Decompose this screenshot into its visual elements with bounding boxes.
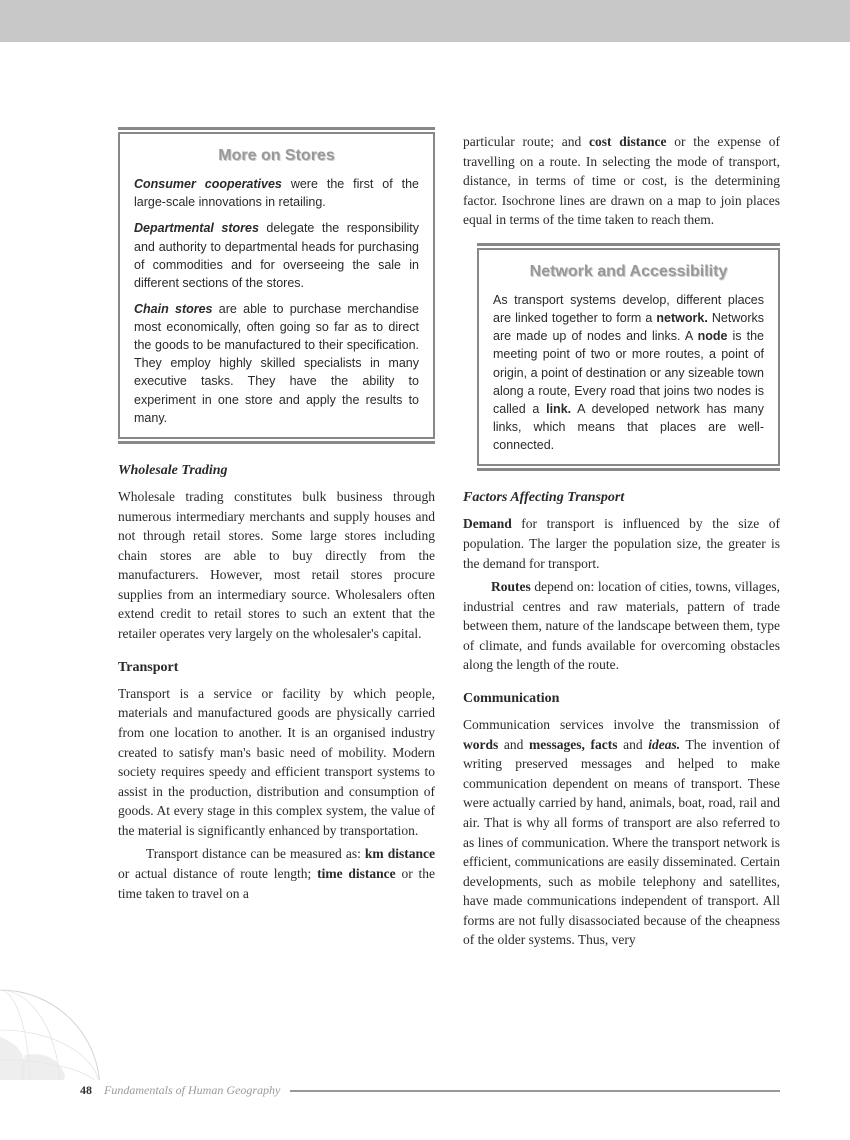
term: Chain stores [134, 302, 213, 316]
paragraph: Transport distance can be measured as: k… [118, 844, 435, 903]
box-paragraph: Consumer cooperatives were the first of … [134, 175, 419, 211]
term: network. [656, 311, 707, 325]
paragraph: Wholesale trading constitutes bulk busin… [118, 487, 435, 644]
term: Demand [463, 516, 512, 531]
box-paragraph: Chain stores are able to purchase mercha… [134, 300, 419, 427]
right-column: particular route; and cost distance or t… [463, 132, 780, 954]
paragraph: Communication services involve the trans… [463, 715, 780, 950]
globe-icon [0, 980, 105, 1080]
paragraph: Demand for transport is influenced by th… [463, 514, 780, 573]
term: words [463, 737, 498, 752]
box-paragraph: Departmental stores delegate the respons… [134, 219, 419, 292]
content-area: More on Stores Consumer cooperatives wer… [0, 42, 850, 954]
heading-wholesale: Wholesale Trading [118, 461, 435, 481]
footer: 48 Fundamentals of Human Geography [80, 1083, 780, 1098]
text: particular route; and [463, 134, 589, 149]
text: The invention of writing preserved messa… [463, 737, 780, 948]
text: or actual distance of route length; [118, 866, 317, 881]
text: and [498, 737, 529, 752]
box-network: Network and Accessibility As transport s… [477, 248, 780, 466]
page-number: 48 [80, 1083, 92, 1098]
book-title: Fundamentals of Human Geography [104, 1083, 280, 1098]
term: node [698, 329, 728, 343]
term: link. [546, 402, 571, 416]
heading-communication: Communication [463, 689, 780, 709]
text: and [618, 737, 649, 752]
left-column: More on Stores Consumer cooperatives wer… [118, 132, 435, 954]
box-paragraph: As transport systems develop, different … [493, 291, 764, 454]
term: Departmental stores [134, 221, 259, 235]
term: messages, facts [529, 737, 617, 752]
term: Consumer cooperatives [134, 177, 282, 191]
text: Communication services involve the trans… [463, 717, 780, 732]
term: ideas. [648, 737, 680, 752]
box-more-on-stores: More on Stores Consumer cooperatives wer… [118, 132, 435, 439]
top-bar [0, 0, 850, 42]
term: km distance [365, 846, 435, 861]
box-title: Network and Accessibility [493, 260, 764, 283]
text: Transport distance can be measured as: [146, 846, 365, 861]
paragraph: Transport is a service or facility by wh… [118, 684, 435, 841]
footer-line [290, 1090, 780, 1092]
term: cost distance [589, 134, 667, 149]
heading-factors: Factors Affecting Transport [463, 488, 780, 508]
paragraph: particular route; and cost distance or t… [463, 132, 780, 230]
paragraph: Routes depend on: location of cities, to… [463, 577, 780, 675]
term: Routes [491, 579, 531, 594]
term: time distance [317, 866, 396, 881]
box-title: More on Stores [134, 144, 419, 167]
text: are able to purchase merchandise most ec… [134, 302, 419, 425]
heading-transport: Transport [118, 658, 435, 678]
